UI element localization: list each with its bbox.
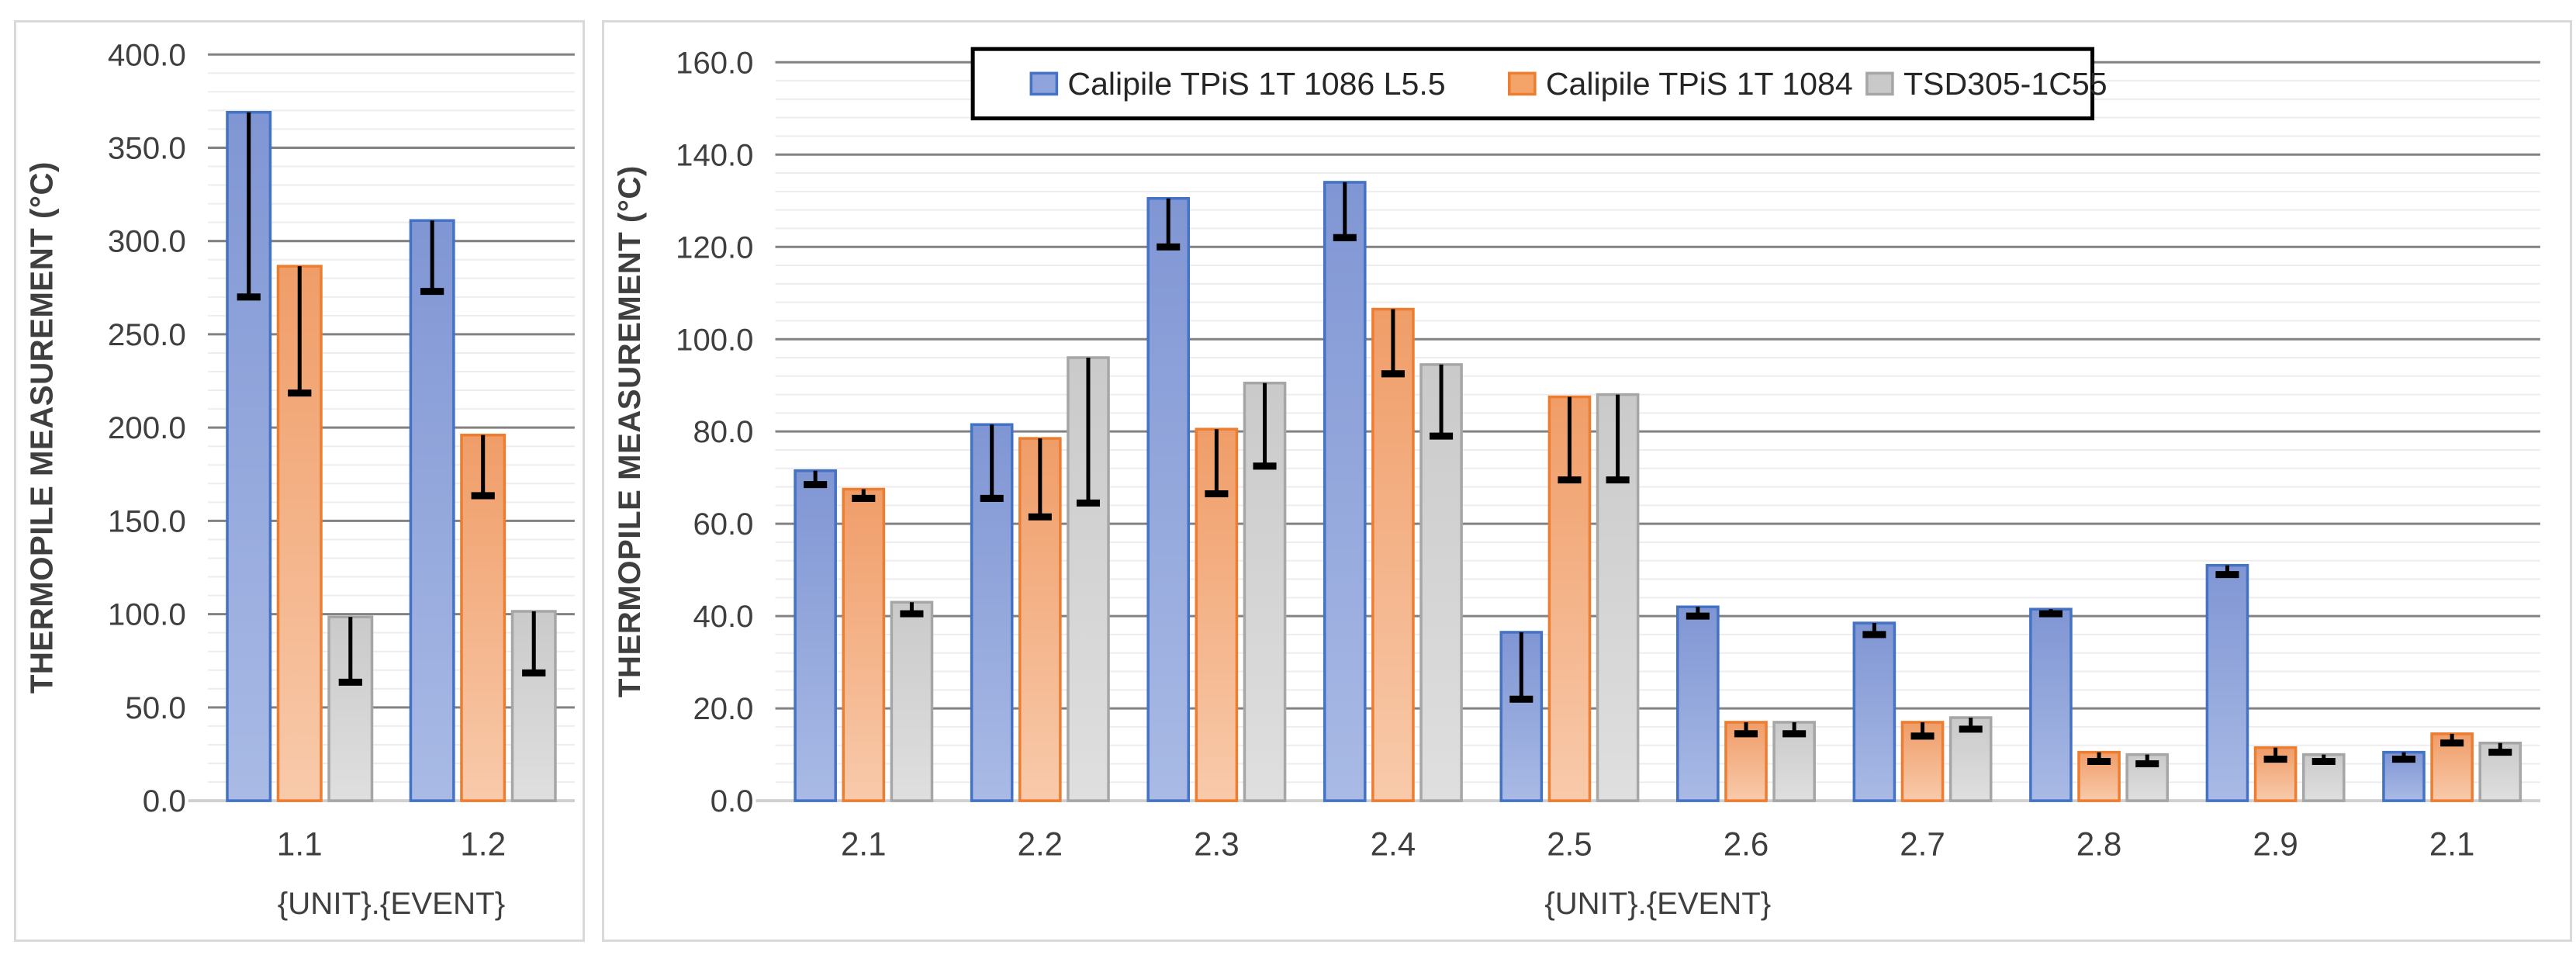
y-axis: 0.0 50.0 100.0 150.0 200.0 250.0 300.0 350.0 400… <box>24 37 185 818</box>
x-axis: 1.1 1.2 {UNIT}.{EVENT} <box>277 826 506 921</box>
y-axis: 0.0 20.0 40.0 60.0 80.0 100.0 120.0 140.0 160.0 T… <box>612 45 753 818</box>
bar <box>2029 607 2073 802</box>
bars <box>226 110 557 802</box>
bar <box>1371 307 1415 802</box>
y-tick-label: 60.0 <box>693 507 753 542</box>
y-tick-label: 100.0 <box>676 322 753 357</box>
x-category-label: 2.2 <box>1018 825 1063 862</box>
legend-label: Calipile TPiS 1T 1084 <box>1546 66 1853 102</box>
x-category-label: 1.2 <box>460 826 506 863</box>
bar <box>842 487 886 802</box>
right-chart-panel: 0.0 20.0 40.0 60.0 80.0 100.0 120.0 140.0 160.0 T… <box>602 20 2572 942</box>
x-axis-title: {UNIT}.{EVENT} <box>278 886 506 921</box>
bar <box>2125 753 2170 802</box>
bar <box>890 600 934 802</box>
left-chart-panel: 0.0 50.0 100.0 150.0 200.0 250.0 300.0 350.0 400… <box>14 20 585 942</box>
y-tick-label: 0.0 <box>711 784 754 818</box>
bar <box>409 219 455 802</box>
y-tick-label: 140.0 <box>676 137 753 172</box>
x-category-label: 2.4 <box>1371 825 1416 862</box>
y-tick-label: 20.0 <box>693 691 753 726</box>
x-category-label: 2.5 <box>1547 825 1592 862</box>
legend: Calipile TPiS 1T 1086 L5.5 Calipile TPiS … <box>970 47 2107 121</box>
bar <box>2205 563 2249 802</box>
bar <box>2478 741 2522 802</box>
x-category-label: 2.9 <box>2253 825 2298 862</box>
y-tick-label: 150.0 <box>108 504 186 539</box>
x-category-label: 2.7 <box>1900 825 1945 862</box>
legend-label: TSD305-1C55 <box>1903 66 2107 102</box>
y-tick-label: 250.0 <box>108 317 186 352</box>
y-tick-label: 50.0 <box>125 690 185 725</box>
x-axis-title: {UNIT}.{EVENT} <box>1544 886 1771 921</box>
bar <box>327 615 374 802</box>
y-axis-title: THERMOPILE MEASUREMENT (°C) <box>24 161 59 694</box>
y-tick-label: 80.0 <box>693 414 753 449</box>
x-axis: 2.1 2.2 2.3 2.4 2.5 2.6 2.7 2.8 2.9 2.1 {UNIT}.{EV… <box>841 825 2474 920</box>
y-tick-label: 40.0 <box>693 599 753 634</box>
y-tick-label: 300.0 <box>108 224 186 259</box>
legend-swatch <box>1865 71 1894 96</box>
error-bars <box>804 182 2512 768</box>
bar <box>1852 621 1897 802</box>
x-category-label: 2.6 <box>1724 825 1769 862</box>
x-category-label: 1.1 <box>277 826 323 863</box>
x-category-label: 2.1 <box>2429 825 2475 862</box>
y-tick-label: 100.0 <box>108 597 186 632</box>
y-tick-label: 120.0 <box>676 230 753 265</box>
error-bars <box>237 112 546 686</box>
legend-swatch <box>1508 71 1537 96</box>
right-chart: 0.0 20.0 40.0 60.0 80.0 100.0 120.0 140.0 160.0 T… <box>612 45 2540 921</box>
x-category-label: 2.8 <box>2076 825 2122 862</box>
y-tick-label: 400.0 <box>108 37 186 72</box>
bar <box>1146 196 1191 802</box>
y-tick-label: 200.0 <box>108 410 186 445</box>
y-axis-title: THERMOPILE MEASUREMENT (°C) <box>612 165 647 697</box>
y-tick-label: 0.0 <box>143 784 186 818</box>
x-category-label: 2.3 <box>1194 825 1240 862</box>
x-category-label: 2.1 <box>841 825 887 862</box>
bar <box>794 469 837 802</box>
y-tick-label: 160.0 <box>676 45 753 80</box>
bar <box>1676 605 1720 802</box>
legend-label: Calipile TPiS 1T 1086 L5.5 <box>1067 66 1445 102</box>
legend-swatch <box>1029 71 1059 96</box>
y-tick-label: 350.0 <box>108 131 186 166</box>
bar <box>1323 181 1367 802</box>
left-chart: 0.0 50.0 100.0 150.0 200.0 250.0 300.0 350.0 400… <box>24 37 575 921</box>
